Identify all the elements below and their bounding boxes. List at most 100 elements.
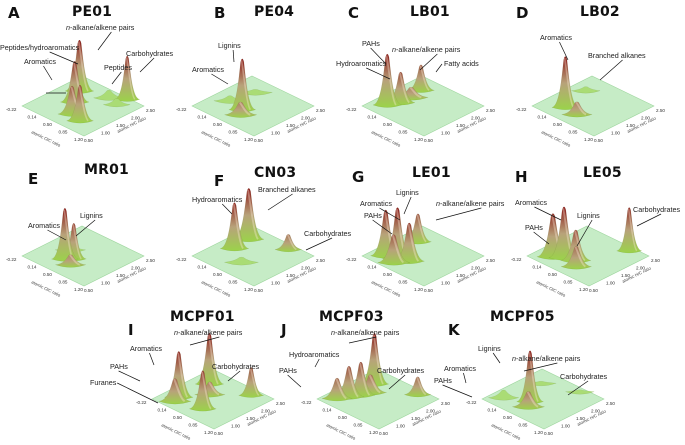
x-tick-label: 0.50 xyxy=(43,122,52,127)
panel-title: MCPF01 xyxy=(170,309,235,325)
annotation-label: Aromatics xyxy=(192,65,224,74)
annotation-leader-line xyxy=(576,219,593,247)
peak-highlight xyxy=(240,60,252,111)
annotation-leader-line xyxy=(117,382,159,404)
peak-highlight xyxy=(372,334,384,385)
annotation-leader-line xyxy=(47,229,67,241)
annotation-label: n-alkane/alkene pairs xyxy=(392,45,461,54)
annotation-label: Fatty acids xyxy=(444,59,479,68)
annotation-leader-line xyxy=(111,71,122,85)
y-tick-label: 1.00 xyxy=(606,281,615,286)
panel-letter: A xyxy=(8,4,20,22)
annotation-label: Aromatics xyxy=(515,198,547,207)
panel-k: K MCPF05 -0.22 0.14 0.50 0.85 1.20 0.50 1.00 1.50… xyxy=(434,295,630,445)
peak-highlight xyxy=(359,362,371,396)
surface-plot: -0.220.140.500.851.20 0.501.001.502.002.5… xyxy=(346,188,505,298)
peak-highlight xyxy=(335,378,347,400)
surface-plot: -0.220.140.500.851.20 0.501.001.502.002.5… xyxy=(6,207,155,298)
x-tick-label: -0.22 xyxy=(136,400,147,405)
x-tick-label: 0.85 xyxy=(229,280,238,285)
annotation-leader-line xyxy=(435,207,482,221)
annotation-leader-line xyxy=(267,193,293,211)
annotation-label: Peptides/hydroaromatics xyxy=(0,43,80,52)
y-tick-label: 1.50 xyxy=(286,273,295,278)
peak xyxy=(233,188,265,243)
annotation-leader-line xyxy=(388,374,406,390)
x-tick-label: 0.14 xyxy=(198,265,207,270)
y-tick-label: 2.00 xyxy=(131,116,140,121)
peak-highlight xyxy=(409,86,422,99)
y-tick-label: 1.00 xyxy=(101,281,110,286)
x-tick-label: 1.20 xyxy=(244,137,253,142)
x-tick-label: 0.50 xyxy=(383,272,392,277)
y-tick-label: 2.00 xyxy=(591,409,600,414)
y-tick-label: 1.00 xyxy=(271,281,280,286)
y-tick-label: 2.50 xyxy=(651,258,660,263)
x-tick-label: -0.22 xyxy=(176,257,187,262)
annotation-label: Carbohydrates xyxy=(377,366,425,375)
annotation-label: Branched alkanes xyxy=(258,185,316,194)
annotation-leader-line xyxy=(232,49,235,63)
annotation-leader-line xyxy=(221,203,233,215)
x-tick-label: -0.22 xyxy=(466,400,477,405)
peak xyxy=(488,389,519,401)
peak xyxy=(377,234,410,266)
peak-highlight xyxy=(177,352,189,398)
x-tick-label: 0.85 xyxy=(229,130,238,135)
x-tick-label: 0.85 xyxy=(59,130,68,135)
annotation-leader-line xyxy=(189,336,220,346)
x-tick-label: 1.20 xyxy=(534,430,543,435)
annotation-label: Hydroaromatics xyxy=(192,195,243,204)
annotation-label: Aromatics xyxy=(360,199,392,208)
x-tick-label: 1.20 xyxy=(204,430,213,435)
peak xyxy=(321,377,353,402)
x-tick-label: 0.14 xyxy=(158,408,167,413)
peak xyxy=(55,254,86,268)
annotation-leader-line xyxy=(379,207,401,221)
annotation-leader-line xyxy=(287,374,302,388)
x-axis-title: atomic O/C ratio xyxy=(201,129,232,148)
y-tick-label: 2.00 xyxy=(301,116,310,121)
y-tick-label: 2.00 xyxy=(471,116,480,121)
surface-plot: -0.220.140.500.851.20 0.501.001.502.002.5… xyxy=(176,41,325,148)
panel-title: MCPF03 xyxy=(319,309,384,325)
peak xyxy=(103,98,131,108)
y-tick-label: 1.50 xyxy=(576,416,585,421)
y-tick-label: 2.50 xyxy=(486,108,495,113)
peak xyxy=(512,391,545,410)
annotation-label: PAHs xyxy=(279,366,297,375)
peak xyxy=(565,389,595,395)
panel-d: D LB02 -0.22 0.14 0.50 0.85 1.20 0.50 1.00 1.50 2.… xyxy=(510,0,680,150)
y-tick-label: 0.50 xyxy=(84,288,93,293)
y-tick-label: 0.50 xyxy=(254,288,263,293)
panel-title: LB01 xyxy=(410,4,450,20)
x-tick-label: 0.50 xyxy=(503,415,512,420)
panel-a: A PE01 -0.22 0.14 0.50 0.85 1.20 0.50 1.00 1.50 2.… xyxy=(0,0,174,150)
annotation-label: Hydroaromatics xyxy=(289,350,340,359)
y-tick-label: 1.50 xyxy=(456,123,465,128)
x-tick-label: 0.50 xyxy=(213,122,222,127)
annotation-label: Branched alkanes xyxy=(588,51,646,60)
y-tick-label: 2.50 xyxy=(656,108,665,113)
x-tick-label: 0.50 xyxy=(173,415,182,420)
y-tick-label: 1.00 xyxy=(231,424,240,429)
annotation-label: n-alkane/alkene pairs xyxy=(66,23,135,32)
x-tick-label: -0.22 xyxy=(516,107,527,112)
peak xyxy=(360,332,389,387)
panel-letter: G xyxy=(352,168,365,186)
y-tick-label: 0.50 xyxy=(544,431,553,436)
annotation-leader-line xyxy=(442,384,473,398)
panel-i: I MCPF01 -0.22 0.14 0.50 0.85 1.20 0.50 1.00 1.50… xyxy=(90,295,300,445)
x-axis-title: atomic O/C ratio xyxy=(541,129,572,148)
x-tick-label: 0.85 xyxy=(519,423,528,428)
annotation-label: Peptides xyxy=(104,63,132,72)
peak xyxy=(158,378,192,405)
x-tick-label: 0.50 xyxy=(43,272,52,277)
y-tick-label: 1.50 xyxy=(116,123,125,128)
peak-highlight xyxy=(78,86,89,122)
annotation-leader-line xyxy=(534,206,562,221)
annotation-label: Carbohydrates xyxy=(304,229,352,238)
panel-title: MR01 xyxy=(84,162,129,178)
peak xyxy=(238,367,264,398)
panel-title: MCPF05 xyxy=(490,309,555,325)
